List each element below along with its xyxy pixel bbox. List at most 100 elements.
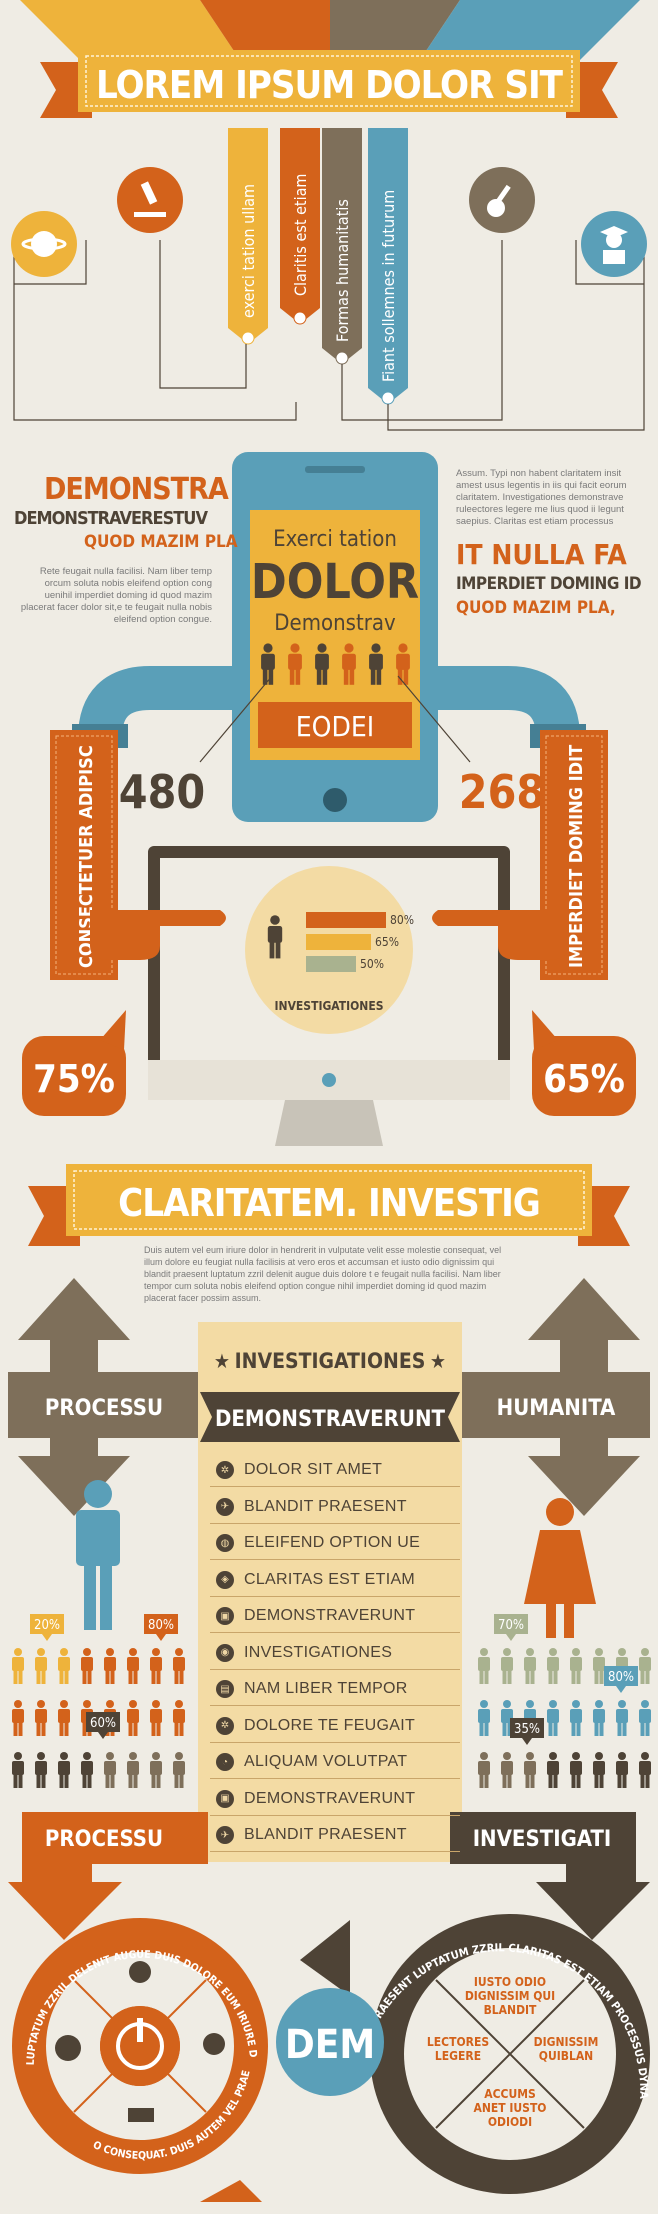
section2-title: CLARITATEM. INVESTIG	[118, 1181, 540, 1225]
section2-banner: CLARITATEM. INVESTIG	[28, 1164, 630, 1246]
lock-icon: ▣	[216, 1607, 234, 1625]
panel-list-item-label: DEMONSTRAVERUNT	[244, 1607, 416, 1624]
panel-list-item-label: INVESTIGATIONES	[244, 1643, 393, 1661]
panel-list-item-label: DEMONSTRAVERUNT	[244, 1789, 416, 1807]
globe-icon	[55, 2035, 81, 2061]
bottom-arrows	[8, 1812, 650, 1940]
ribbon-chevron-icon	[335, 351, 349, 365]
phone-button: EODEI	[296, 710, 374, 743]
center-badge: DEM	[276, 1988, 384, 2096]
person-icon	[81, 1752, 93, 1788]
person-icon	[127, 1752, 139, 1788]
chrome-icon: ◉	[216, 1643, 234, 1662]
person-icon	[616, 1752, 628, 1788]
person-icon	[396, 643, 410, 685]
panel-list-item-label: NAM LIBER TEMPOR	[244, 1680, 408, 1697]
person-icon	[593, 1700, 605, 1736]
person-icon	[369, 643, 383, 685]
panel-subheader: DEMONSTRAVERUNT	[215, 1407, 446, 1432]
panel-list-item-label: DOLOR SIT AMET	[244, 1461, 383, 1478]
percent-tag-label: 20%	[34, 1618, 60, 1633]
left-bubble: 75%	[33, 1057, 115, 1101]
plane-icon: ✈	[216, 1497, 234, 1516]
panel-list-item: ◍ ELEIFEND OPTION UE	[210, 1527, 460, 1560]
gear-icon: ✲	[216, 1461, 234, 1479]
percent-tag-label: 80%	[148, 1618, 174, 1633]
quadrant-texts: IUSTO ODIO DIGNISSIM QUI BLANDIT DIGNISSIM…	[427, 1975, 598, 2129]
percent-tag-label: 35%	[514, 1722, 540, 1737]
percent-tag-label: 70%	[498, 1618, 524, 1633]
connector-lines	[13, 240, 645, 431]
person-icon	[478, 1752, 490, 1788]
person-icon	[173, 1700, 185, 1736]
ribbon-chevron-icon	[293, 311, 307, 325]
pipes: CONSECTETUER ADIPISC IMPERDIET DOMING ID…	[50, 666, 608, 980]
quadrant-right: DIGNISSIM QUIBLAN	[534, 2035, 599, 2063]
person-icon	[524, 1752, 536, 1788]
left-number: 480	[119, 765, 205, 819]
monitor-chart: 80% 65% 50%	[267, 912, 414, 972]
panel-list-item: ✈ BLANDIT PRAESENT	[210, 1819, 460, 1852]
left-heading2: DEMONSTRAVERESTUV	[14, 508, 208, 529]
star-icon: ★	[214, 1349, 230, 1373]
person-icon	[81, 1648, 93, 1684]
right-hand-icon	[432, 910, 568, 960]
panel-list-item: ◈ CLARITAS EST ETIAM	[210, 1564, 460, 1597]
percent-tag: 80%	[604, 1666, 638, 1693]
people-grid-left	[12, 1648, 185, 1788]
left-hand-icon	[90, 910, 226, 960]
ribbon-label-1: exerci tation ullam	[239, 184, 258, 318]
speedometer-icon: ◔	[216, 1753, 234, 1771]
plane-icon: ✈	[216, 1826, 234, 1844]
person-icon	[639, 1648, 651, 1684]
percent-tag-label: 80%	[608, 1670, 634, 1685]
person-icon	[104, 1752, 116, 1788]
person-icon	[639, 1700, 651, 1736]
person-icon	[12, 1700, 24, 1736]
bottom-left-circle	[12, 1918, 268, 2202]
panel-list-item-label: BLANDIT PRAESENT	[244, 1826, 407, 1843]
person-icon	[547, 1752, 559, 1788]
percent-tag: 35%	[510, 1718, 544, 1745]
lightbulb-icon	[203, 2033, 225, 2055]
panel-list-item: ▣ DEMONSTRAVERUNT	[210, 1600, 460, 1633]
right-number: 268	[459, 765, 545, 819]
person-icon	[35, 1752, 47, 1788]
percent-bubbles: 75% 65%	[22, 1010, 636, 1116]
person-icon	[150, 1752, 162, 1788]
chart-bar-label: 50%	[360, 957, 384, 971]
person-icon	[342, 643, 356, 685]
bottom-left-label: PROCESSU	[45, 1827, 163, 1852]
person-icon	[173, 1648, 185, 1684]
person-icon	[593, 1752, 605, 1788]
person-icon	[639, 1752, 651, 1788]
panel-list-item: ✲ DOLOR SIT AMET	[210, 1454, 460, 1487]
side-arrows	[8, 1278, 650, 1516]
left-heading3: QUOD MAZIM PLA	[84, 532, 238, 552]
person-icon	[570, 1648, 582, 1684]
briefcase-icon: ▤	[216, 1680, 234, 1698]
top-icons	[11, 167, 647, 277]
panel-list-item-label: CLARITAS EST ETIAM	[244, 1570, 416, 1588]
phone-line1: Exerci tation	[273, 527, 397, 552]
laptop-icon	[128, 2108, 154, 2122]
chart-bar	[306, 934, 371, 950]
panel-list-item-label: ELEIFEND OPTION UE	[244, 1534, 421, 1551]
star-icon: ★	[430, 1349, 446, 1373]
chart-bar-label: 80%	[390, 913, 414, 927]
big-man-icon	[76, 1480, 120, 1630]
person-icon	[501, 1752, 513, 1788]
header-stripes	[20, 0, 640, 60]
quadrant-left: LECTORES LEGERE	[427, 2035, 489, 2063]
pointing-hands	[90, 910, 568, 960]
monitor	[148, 846, 510, 1146]
person-icon	[104, 1648, 116, 1684]
chart-person-icon	[267, 915, 283, 959]
person-icon	[288, 643, 302, 685]
person-icon	[12, 1648, 24, 1684]
panel-list-item: ✲ DOLORE TE FEUGAIT	[210, 1710, 460, 1743]
ribbon-label-2: Claritis est etiam	[291, 174, 310, 296]
percent-tag: 70%	[494, 1614, 528, 1641]
phone-line2: DOLOR	[251, 554, 419, 610]
